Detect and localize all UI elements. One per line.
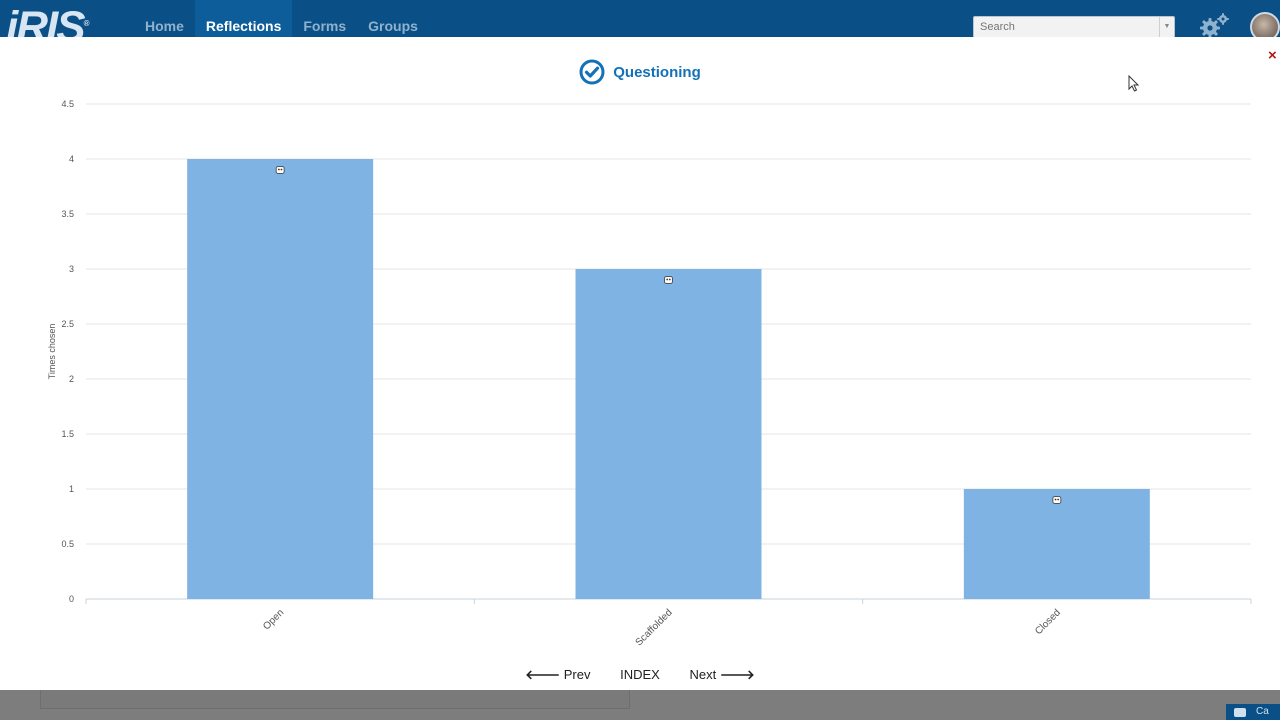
x-tick-label: Open [261,607,286,632]
nav-item-groups[interactable]: Groups [368,18,418,34]
bar-icon-detail [668,278,671,281]
chat-button-label: Ca [1256,706,1269,717]
y-tick-label: 1.5 [61,429,74,439]
bar-open[interactable] [187,159,374,599]
bar-scaffolded[interactable] [575,269,762,599]
check-circle-icon [579,59,605,85]
y-tick-label: 2 [69,374,74,384]
chat-button[interactable]: Ca [1226,704,1280,720]
bar-icon-detail [1054,498,1057,501]
y-tick-label: 0 [69,594,74,604]
prev-label: Prev [563,667,591,682]
y-tick-label: 3 [69,264,74,274]
search-box: ▼ [973,16,1175,38]
bar-icon-detail [1057,498,1060,501]
pager: 🡐 Prev INDEX Next 🡒 [0,667,1280,683]
chart-modal: × Questioning 0 0.5 1 1.5 2 2.5 3 3.5 4 4.5 Times … [0,37,1280,690]
bar-chart: 0 0.5 1 1.5 2 2.5 3 3.5 4 4.5 Times chosen Open Scaf… [47,99,1252,648]
nav-item-forms[interactable]: Forms [303,18,347,34]
x-tick-label: Closed [1033,607,1063,637]
y-tick-label: 4.5 [61,99,74,109]
arrow-left-icon: 🡐 [525,667,561,682]
y-tick-label: 1 [69,484,74,494]
gear-icon[interactable] [1198,10,1232,44]
chat-bubble-icon [1234,708,1246,717]
next-label: Next [689,667,717,682]
caret-down-icon[interactable]: ▼ [1159,17,1174,37]
page-title: Questioning [613,63,701,81]
next-button[interactable]: Next 🡒 [689,667,754,683]
bar-closed[interactable] [963,489,1150,599]
face-icon-scaffolded [664,276,673,284]
modal-header: Questioning [0,59,1280,89]
bar-icon-detail [277,168,280,171]
bar-icon-detail [280,168,283,171]
search-input[interactable] [974,17,1166,37]
face-icon-open [275,166,285,174]
close-icon[interactable]: × [1268,47,1277,64]
arrow-right-icon: 🡒 [719,667,755,682]
y-tick-label: 4 [69,154,74,164]
index-button[interactable]: INDEX [620,667,660,682]
underlay-text-field [40,690,630,709]
y-tick-label: 3.5 [61,209,74,219]
logo-mark: ® [83,19,90,28]
y-tick-label: 2.5 [61,319,74,329]
y-axis-label: Times chosen [47,324,57,380]
prev-button[interactable]: 🡐 Prev [525,667,590,683]
x-tick-label: Scaffolded [634,607,675,648]
megaphone-icon [1052,496,1062,504]
nav-item-home[interactable]: Home [145,18,184,34]
mouse-cursor-icon [1128,75,1140,92]
y-tick-label: 0.5 [61,539,74,549]
bar-icon-detail [666,278,669,281]
